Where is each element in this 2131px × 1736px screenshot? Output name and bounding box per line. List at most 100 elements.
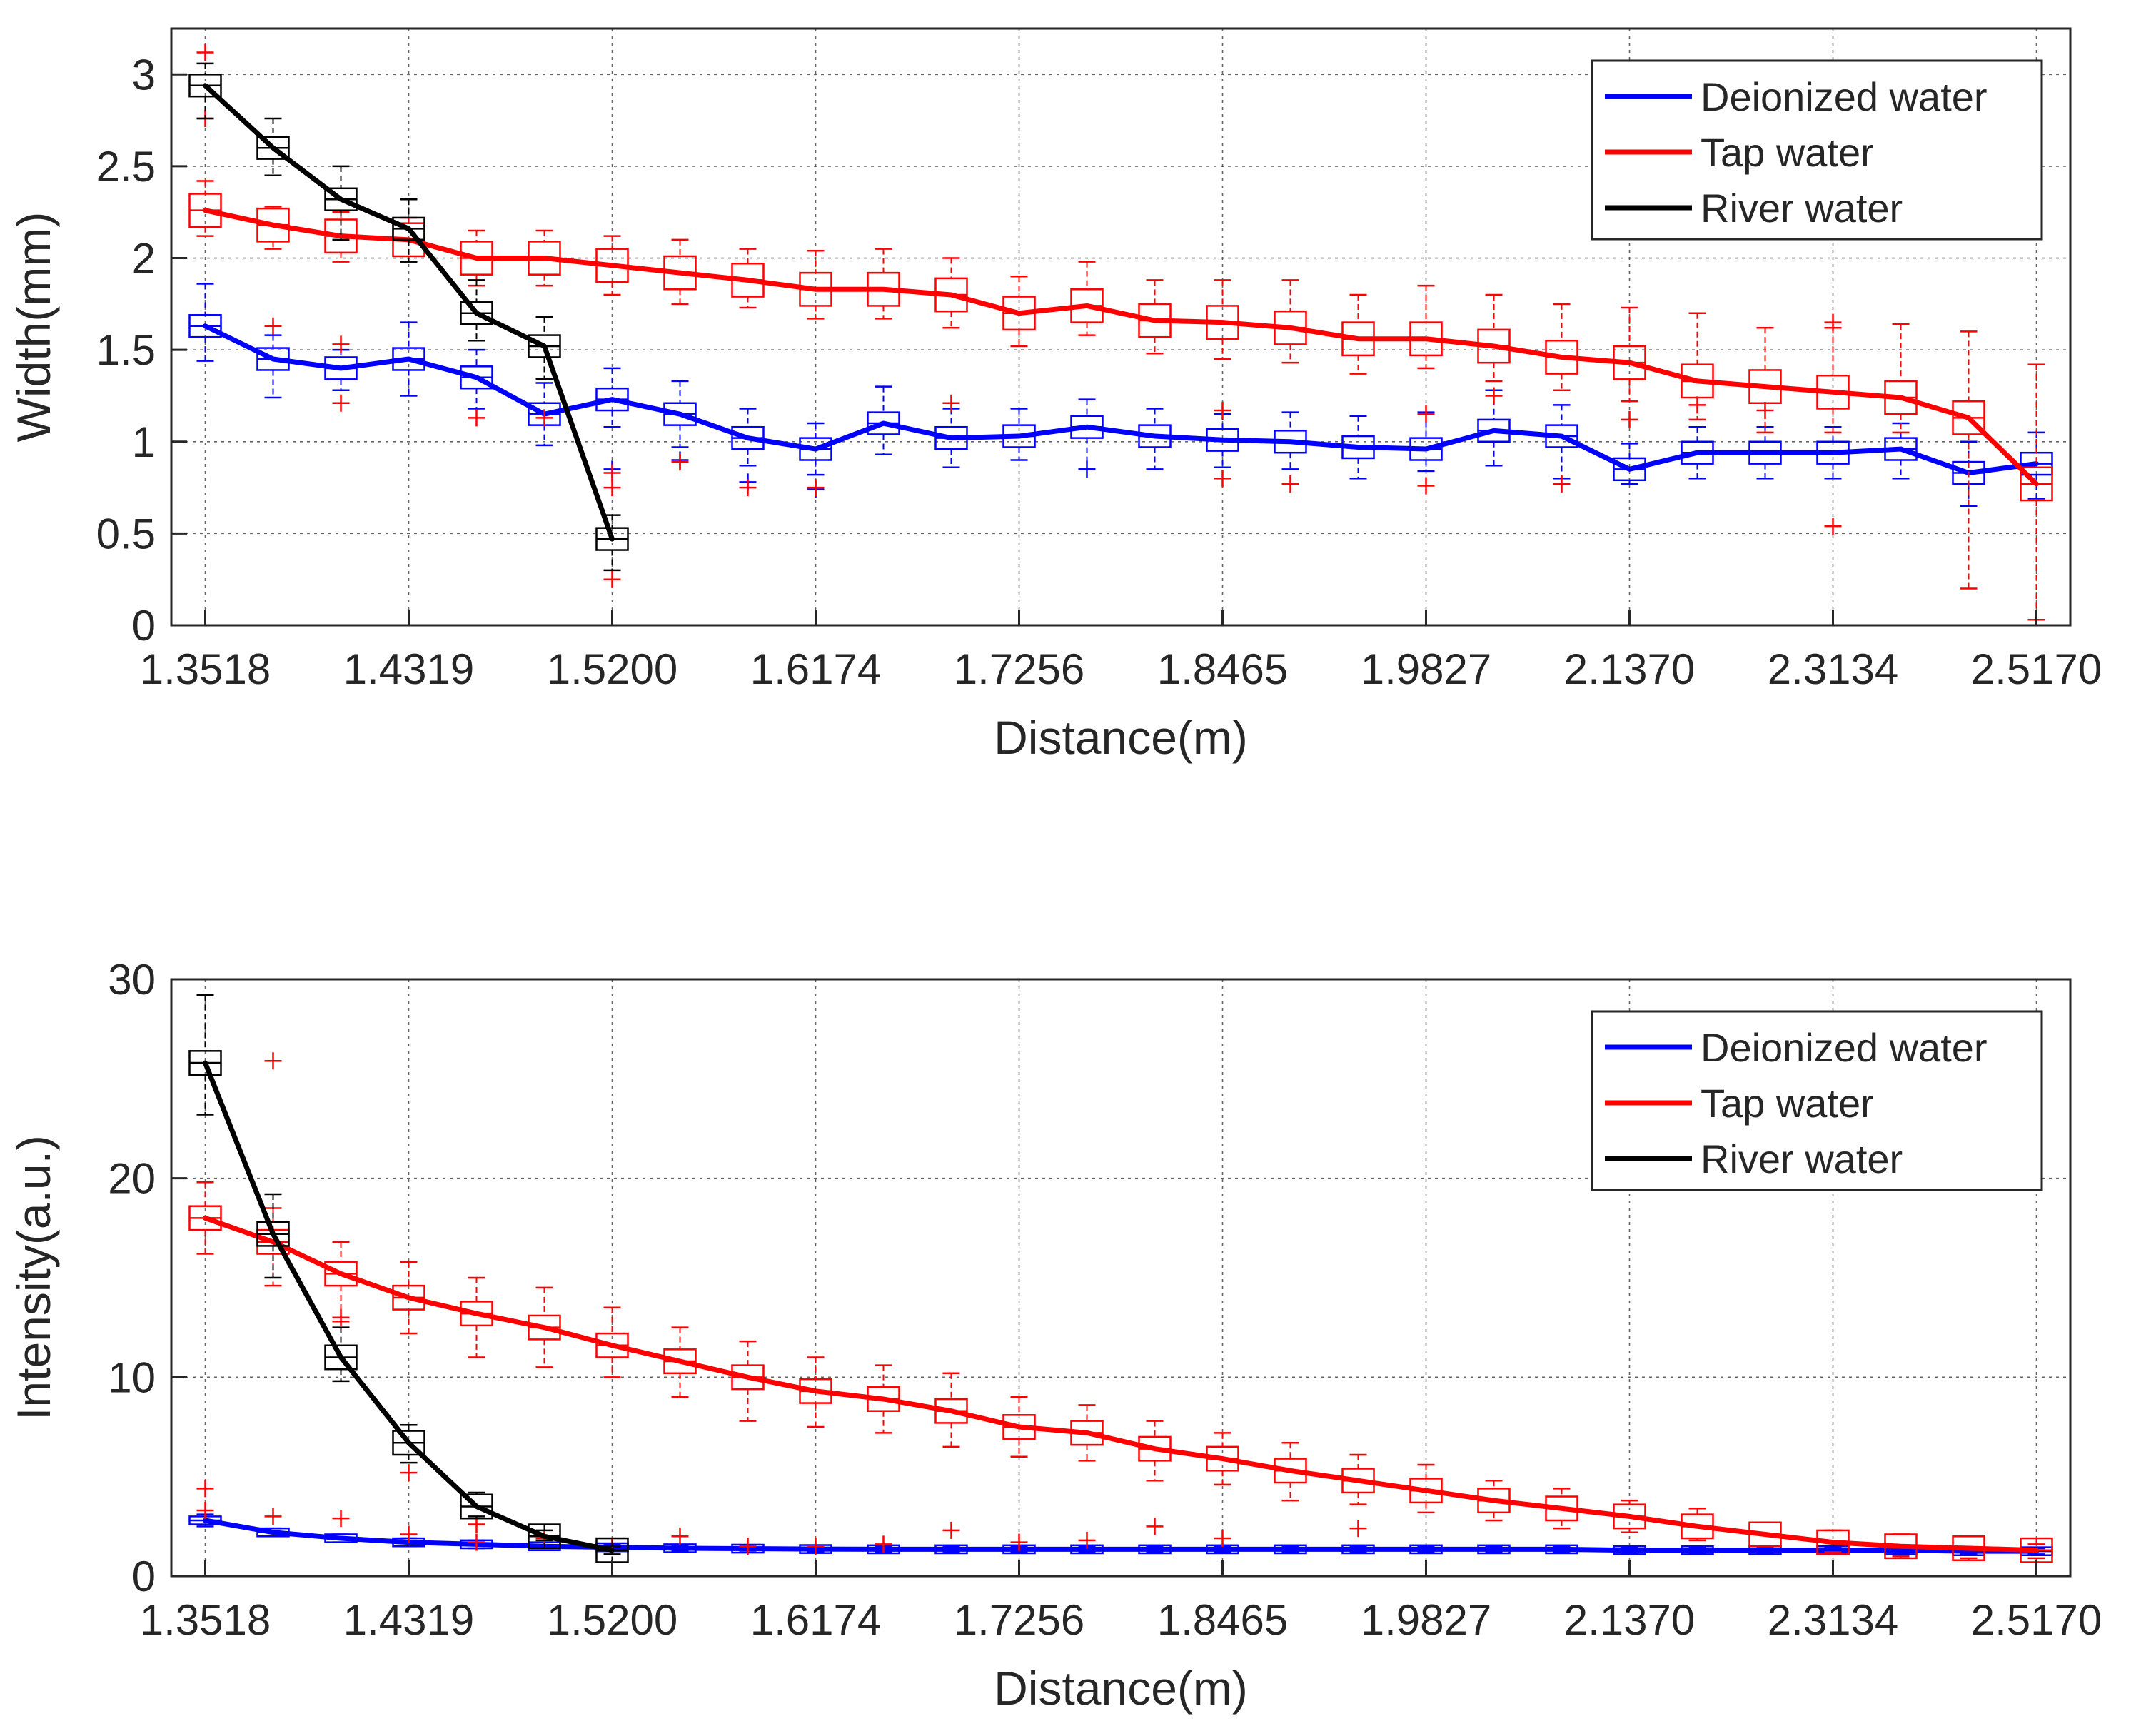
x-tick-label: 1.9827 <box>1361 645 1492 693</box>
outlier-marker <box>942 394 960 412</box>
outlier-marker <box>1485 387 1503 405</box>
outlier-marker <box>807 1538 825 1555</box>
x-tick-label: 2.3134 <box>1768 1596 1899 1644</box>
x-tick-label: 1.7256 <box>954 645 1085 693</box>
outlier-marker <box>1349 1520 1367 1538</box>
width-chart-axes-box <box>170 27 2072 627</box>
x-tick-label: 1.4319 <box>343 645 475 693</box>
outlier-marker <box>400 1525 418 1543</box>
width-chart-x-axis-label: Distance(m) <box>994 711 1248 764</box>
x-tick-label: 2.5170 <box>1971 1596 2102 1644</box>
legend-label: Deionized water <box>1701 1025 1988 1070</box>
outlier-marker <box>332 1308 350 1326</box>
outlier-marker <box>739 1538 757 1555</box>
outlier-marker <box>196 1480 214 1498</box>
outlier-marker <box>1417 477 1435 495</box>
outlier-marker <box>1146 1518 1164 1535</box>
data-line <box>203 83 615 542</box>
series-tap-water <box>188 1052 2053 1563</box>
outlier-marker <box>807 479 825 497</box>
outlier-marker <box>264 1052 282 1070</box>
outlier-marker <box>1078 460 1096 478</box>
outlier-marker <box>1621 410 1638 428</box>
series-river-water <box>188 62 629 572</box>
outlier-marker <box>1417 405 1435 423</box>
x-tick-label: 1.6174 <box>750 645 882 693</box>
outlier-marker <box>1824 518 1842 535</box>
y-tick-label: 0 <box>132 1553 156 1600</box>
outlier-marker <box>1214 470 1231 488</box>
outlier-marker <box>535 409 553 427</box>
x-tick-label: 2.3134 <box>1768 645 1899 693</box>
intensity-chart-y-axis-label: Intensity(a.u.) <box>7 1135 60 1420</box>
data-line <box>203 208 2039 487</box>
outlier-marker <box>603 570 621 588</box>
outlier-marker <box>1214 402 1231 420</box>
width-chart-y-axis-label: Width(mm) <box>7 212 60 443</box>
y-tick-label: 2.5 <box>96 143 156 191</box>
x-tick-label: 1.6174 <box>750 1596 882 1644</box>
data-line <box>203 1215 2039 1553</box>
outlier-marker <box>603 464 621 482</box>
outlier-marker <box>1756 402 1774 420</box>
intensity-chart-axes-box <box>170 978 2072 1578</box>
outlier-marker <box>875 1535 892 1553</box>
outlier-marker <box>739 479 757 497</box>
x-tick-label: 1.8465 <box>1157 1596 1289 1644</box>
x-tick-label: 1.5200 <box>547 1596 678 1644</box>
outlier-marker <box>468 409 485 427</box>
outlier-marker <box>264 317 282 335</box>
outlier-marker <box>332 394 350 412</box>
series-river-water <box>188 994 629 1563</box>
outlier-marker <box>671 453 689 471</box>
x-tick-label: 1.4319 <box>343 1596 475 1644</box>
y-tick-label: 0.5 <box>96 510 156 557</box>
width-chart: 1.3518 1.4319 1.5200 1.6174 1.7256 1.8465 1.98… <box>7 27 2102 764</box>
y-tick-label: 20 <box>108 1155 156 1203</box>
x-tick-label: 2.1370 <box>1564 645 1696 693</box>
intensity-chart: 1.3518 1.4319 1.5200 1.6174 1.7256 1.8465 1.98… <box>7 956 2102 1715</box>
intensity-chart-x-axis-label: Distance(m) <box>994 1662 1248 1715</box>
outlier-marker <box>1214 1530 1231 1548</box>
intensity-chart-series <box>188 994 2053 1563</box>
outlier-marker <box>1824 313 1842 331</box>
outlier-marker <box>1281 475 1299 493</box>
legend-label: Tap water <box>1701 130 1874 175</box>
y-tick-label: 30 <box>108 956 156 1004</box>
data-line <box>203 1060 615 1553</box>
outlier-marker <box>468 1533 485 1551</box>
data-line <box>203 323 2039 475</box>
outlier-marker <box>942 1521 960 1539</box>
outlier-marker <box>400 1464 418 1482</box>
legend-label: Tap water <box>1701 1081 1874 1126</box>
outlier-marker <box>1688 396 1706 414</box>
outlier-marker <box>332 335 350 353</box>
x-tick-label: 1.3518 <box>140 1596 271 1644</box>
x-tick-label: 1.9827 <box>1361 1596 1492 1644</box>
y-tick-label: 1 <box>132 418 156 466</box>
width-chart-series <box>188 44 2053 621</box>
x-tick-label: 1.5200 <box>547 645 678 693</box>
outlier-marker <box>603 479 621 497</box>
intensity-chart-legend: Deionized water Tap water River water <box>1591 1010 2043 1191</box>
outlier-marker <box>264 1508 282 1525</box>
outlier-marker <box>196 1502 214 1520</box>
y-tick-label: 3 <box>132 51 156 99</box>
y-tick-label: 10 <box>108 1353 156 1401</box>
data-line <box>203 1518 2039 1554</box>
series-tap-water <box>188 44 2053 621</box>
y-tick-label: 1.5 <box>96 326 156 374</box>
x-tick-label: 1.3518 <box>140 645 271 693</box>
y-tick-label: 2 <box>132 235 156 283</box>
width-chart-ticks: 1.3518 1.4319 1.5200 1.6174 1.7256 1.8465 1.98… <box>96 51 2102 693</box>
outlier-marker <box>332 1510 350 1528</box>
outlier-marker <box>196 44 214 61</box>
x-tick-label: 1.8465 <box>1157 645 1289 693</box>
x-tick-label: 2.1370 <box>1564 1596 1696 1644</box>
series-deionized-water <box>188 283 2053 508</box>
intensity-chart-ticks: 1.3518 1.4319 1.5200 1.6174 1.7256 1.8465 1.98… <box>108 956 2102 1644</box>
outlier-marker <box>1553 475 1571 493</box>
legend-label: River water <box>1701 186 1903 231</box>
legend-label: Deionized water <box>1701 74 1988 119</box>
